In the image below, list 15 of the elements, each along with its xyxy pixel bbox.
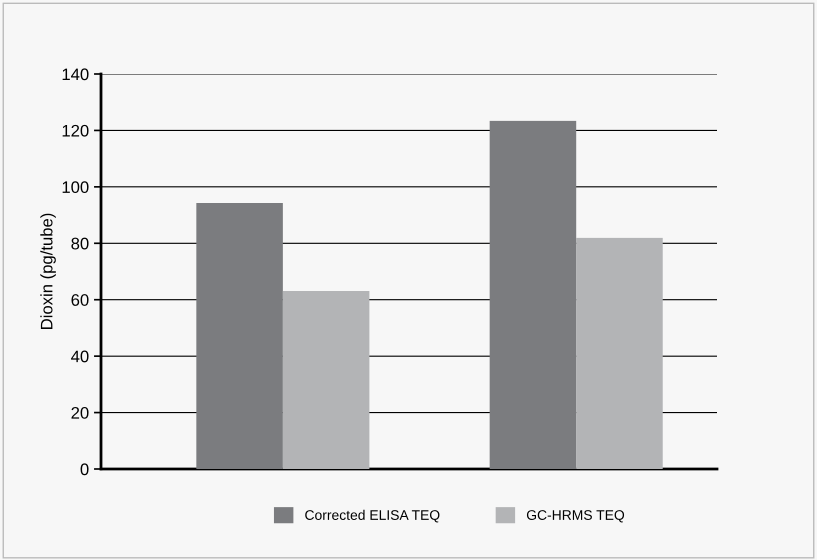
y-tick-label: 100 bbox=[62, 181, 89, 194]
legend-label: Corrected ELISA TEQ bbox=[305, 510, 440, 522]
bar bbox=[576, 238, 663, 469]
y-tick-label: 120 bbox=[62, 124, 89, 137]
y-tick-label: 80 bbox=[71, 238, 89, 250]
y-tick-label: 0 bbox=[80, 463, 89, 476]
legend-label: GC-HRMS TEQ bbox=[526, 510, 624, 522]
y-tick-label: 20 bbox=[71, 406, 89, 419]
y-tick-label: 40 bbox=[71, 350, 89, 362]
bar bbox=[490, 120, 576, 469]
y-tick-label: 60 bbox=[72, 294, 89, 306]
bar bbox=[282, 290, 370, 469]
bar bbox=[196, 202, 283, 469]
y-tick-label: 140 bbox=[62, 68, 89, 80]
y-axis-title: Dioxin (pg/tube) bbox=[40, 214, 56, 329]
